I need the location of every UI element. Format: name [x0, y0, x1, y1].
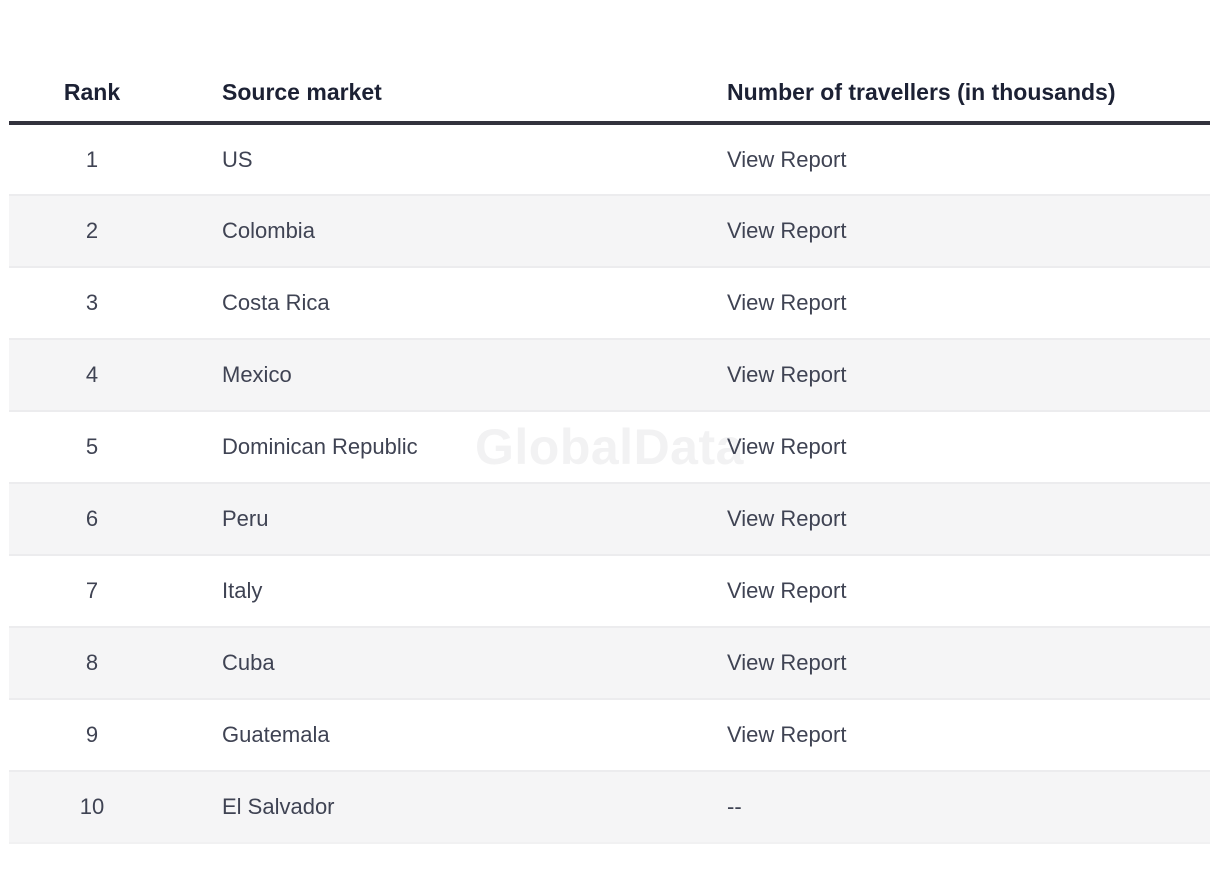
rank-value: 2	[85, 218, 99, 243]
source-market-cell: Cuba	[175, 627, 679, 699]
travellers-cell: View Report	[679, 123, 1210, 195]
rank-value: 9	[85, 722, 99, 747]
rank-cell: 3	[9, 267, 175, 339]
travellers-cell: --	[679, 771, 1210, 843]
table-row: 9 Guatemala View Report	[9, 699, 1210, 771]
table-row: 8 Cuba View Report	[9, 627, 1210, 699]
source-market-cell: Dominican Republic	[175, 411, 679, 483]
rank-value: 3	[85, 290, 99, 315]
view-report-link[interactable]: View Report	[727, 290, 847, 315]
travellers-cell: View Report	[679, 411, 1210, 483]
view-report-link[interactable]: View Report	[727, 650, 847, 675]
source-market-table: Rank Source market Number of travellers …	[9, 64, 1210, 844]
view-report-link[interactable]: View Report	[727, 578, 847, 603]
source-market-cell: Mexico	[175, 339, 679, 411]
table-body: 1 US View Report 2 Colombia View Report	[9, 123, 1210, 843]
column-header-rank: Rank	[9, 64, 175, 125]
table-row: 7 Italy View Report	[9, 555, 1210, 627]
table-row: 3 Costa Rica View Report	[9, 267, 1210, 339]
rank-cell: 6	[9, 483, 175, 555]
rank-value: 10	[79, 794, 105, 819]
travellers-cell: View Report	[679, 699, 1210, 771]
travellers-cell: View Report	[679, 627, 1210, 699]
table-header-row: Rank Source market Number of travellers …	[9, 64, 1210, 125]
table-row: 6 Peru View Report	[9, 483, 1210, 555]
rank-value: 4	[85, 362, 99, 387]
travellers-cell: View Report	[679, 555, 1210, 627]
view-report-link[interactable]: View Report	[727, 146, 847, 172]
source-market-value: US	[222, 146, 253, 172]
source-market-value: Italy	[222, 578, 263, 603]
rank-cell: 4	[9, 339, 175, 411]
rank-cell: 5	[9, 411, 175, 483]
column-header-source-market: Source market	[175, 64, 679, 125]
view-report-link[interactable]: View Report	[727, 434, 847, 459]
travellers-cell: View Report	[679, 339, 1210, 411]
view-report-link[interactable]: View Report	[727, 506, 847, 531]
source-market-cell: Italy	[175, 555, 679, 627]
source-market-value: Guatemala	[222, 722, 330, 747]
source-market-cell: Costa Rica	[175, 267, 679, 339]
travellers-cell: View Report	[679, 195, 1210, 267]
view-report-link: --	[727, 794, 742, 819]
rank-value: 8	[85, 650, 99, 675]
table-row: 10 El Salvador --	[9, 771, 1210, 843]
source-market-value: Mexico	[222, 362, 292, 387]
table-row: 5 Dominican Republic View Report	[9, 411, 1210, 483]
table-row: 1 US View Report	[9, 123, 1210, 195]
view-report-link[interactable]: View Report	[727, 362, 847, 387]
rank-cell: 1	[9, 123, 175, 195]
source-market-value: Colombia	[222, 218, 315, 243]
source-market-value: Cuba	[222, 650, 275, 675]
rank-cell: 7	[9, 555, 175, 627]
source-market-value: Dominican Republic	[222, 434, 418, 459]
rank-cell: 9	[9, 699, 175, 771]
source-market-cell: Peru	[175, 483, 679, 555]
source-market-table-container: GlobalData Rank Source market Number of …	[9, 64, 1210, 844]
source-market-cell: El Salvador	[175, 771, 679, 843]
source-market-cell: Colombia	[175, 195, 679, 267]
travellers-cell: View Report	[679, 483, 1210, 555]
rank-value: 7	[85, 578, 99, 603]
table-header: Rank Source market Number of travellers …	[9, 64, 1210, 125]
source-market-cell: Guatemala	[175, 699, 679, 771]
table-row: 4 Mexico View Report	[9, 339, 1210, 411]
view-report-link[interactable]: View Report	[727, 218, 847, 243]
rank-cell: 8	[9, 627, 175, 699]
view-report-link[interactable]: View Report	[727, 722, 847, 747]
rank-value: 6	[85, 506, 99, 531]
column-header-number-of-travellers: Number of travellers (in thousands)	[679, 64, 1210, 125]
source-market-cell: US	[175, 123, 679, 195]
table-row: 2 Colombia View Report	[9, 195, 1210, 267]
rank-value: 5	[85, 434, 99, 459]
rank-cell: 2	[9, 195, 175, 267]
rank-cell: 10	[9, 771, 175, 843]
rank-value: 1	[85, 146, 99, 172]
source-market-value: El Salvador	[222, 794, 335, 819]
source-market-value: Costa Rica	[222, 290, 330, 315]
travellers-cell: View Report	[679, 267, 1210, 339]
source-market-value: Peru	[222, 506, 269, 531]
